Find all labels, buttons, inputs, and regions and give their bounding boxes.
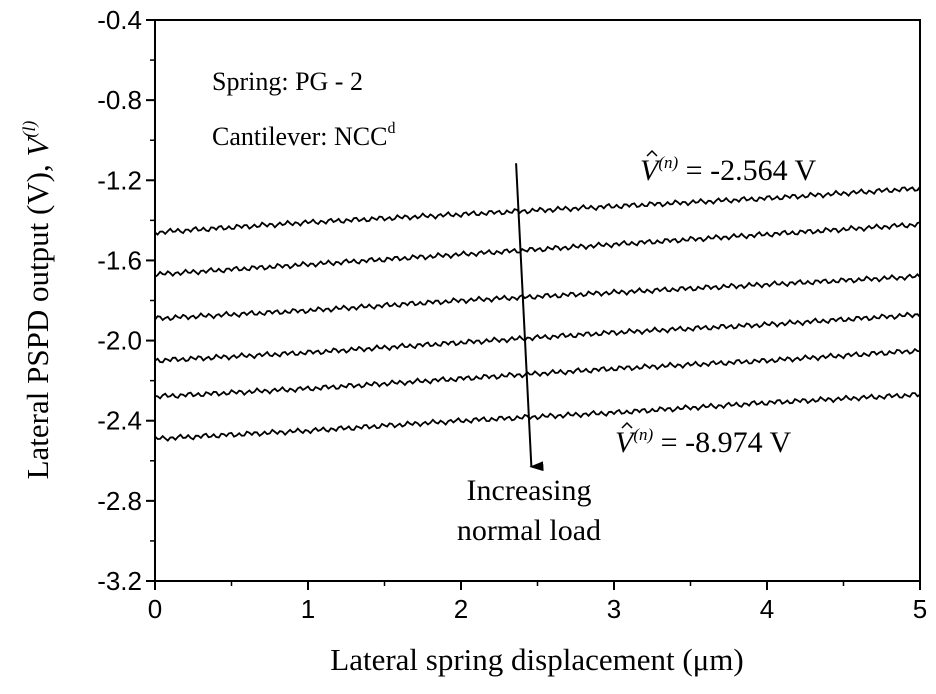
- cantilever-annotation: Cantilever: NCCd: [212, 120, 395, 151]
- y-tick-label: -0.8: [97, 85, 142, 115]
- y-tick-label: -2.4: [97, 406, 142, 436]
- y-tick-label: -1.6: [97, 245, 142, 275]
- arrow-label-line1: Increasing: [467, 474, 592, 507]
- y-tick-label: -0.4: [97, 5, 142, 35]
- x-tick-label: 4: [760, 594, 774, 624]
- bottom-curve-label: V(n) = -8.974 V: [615, 425, 792, 459]
- series-line-1: [154, 186, 921, 236]
- series-line-2: [154, 221, 921, 278]
- x-tick-label: 1: [301, 594, 315, 624]
- y-axis-label: Lateral PSPD output (V), V(l): [19, 121, 55, 480]
- x-tick-label: 0: [148, 594, 162, 624]
- y-tick-label: -2.0: [97, 326, 142, 356]
- series-line-6: [154, 392, 921, 442]
- series-line-4: [154, 311, 921, 364]
- x-tick-label: 3: [607, 594, 621, 624]
- x-axis-label: Lateral spring displacement (μm): [330, 642, 743, 677]
- top-curve-label: V(n) = -2.564 V: [640, 153, 817, 187]
- arrow-label-line2: normal load: [457, 514, 601, 547]
- hat-mark-icon: [621, 421, 633, 429]
- hat-mark-icon: [646, 149, 658, 157]
- x-tick-label: 5: [913, 594, 927, 624]
- x-tick-label: 2: [454, 594, 468, 624]
- spring-annotation: Spring: PG - 2: [212, 67, 363, 96]
- y-tick-label: -1.2: [97, 165, 142, 195]
- y-tick-label: -2.8: [97, 486, 142, 516]
- series-line-5: [154, 347, 921, 400]
- y-tick-label: -3.2: [97, 566, 142, 596]
- increasing-load-arrow: [515, 163, 544, 472]
- series-line-3: [154, 272, 921, 322]
